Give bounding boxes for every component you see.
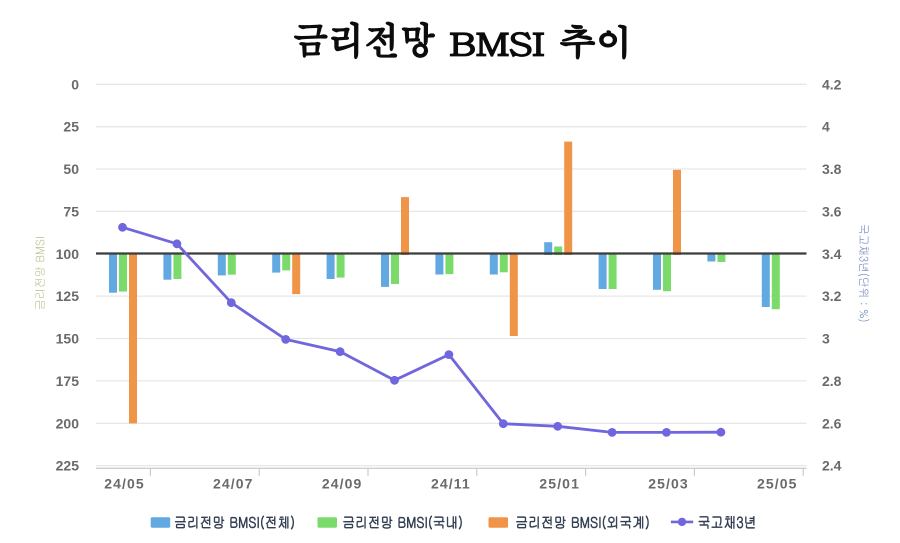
svg-text:3.8: 3.8: [822, 161, 842, 177]
svg-text:175: 175: [56, 373, 80, 389]
svg-text:2.8: 2.8: [822, 373, 842, 389]
svg-text:24/05: 24/05: [104, 476, 145, 492]
svg-text:100: 100: [56, 246, 80, 262]
svg-text:2.6: 2.6: [822, 415, 842, 431]
svg-text:125: 125: [56, 288, 80, 304]
svg-text:24/07: 24/07: [213, 476, 254, 492]
svg-text:0: 0: [71, 76, 79, 92]
svg-text:24/11: 24/11: [431, 476, 471, 492]
svg-text:4: 4: [822, 119, 830, 135]
svg-text:3.4: 3.4: [822, 246, 842, 262]
svg-text:3.2: 3.2: [822, 288, 842, 304]
svg-text:24/09: 24/09: [322, 476, 363, 492]
svg-text:3.6: 3.6: [822, 203, 842, 219]
svg-text:4.2: 4.2: [822, 76, 842, 92]
svg-text:25/01: 25/01: [539, 476, 580, 492]
svg-text:25: 25: [63, 119, 79, 135]
svg-text:150: 150: [56, 331, 80, 347]
svg-text:3: 3: [822, 331, 830, 347]
svg-text:25/03: 25/03: [648, 476, 689, 492]
svg-text:200: 200: [56, 415, 80, 431]
svg-text:25/05: 25/05: [757, 476, 798, 492]
svg-text:225: 225: [56, 458, 80, 474]
svg-text:75: 75: [63, 203, 79, 219]
svg-text:2.4: 2.4: [822, 458, 842, 474]
svg-text:50: 50: [63, 161, 79, 177]
